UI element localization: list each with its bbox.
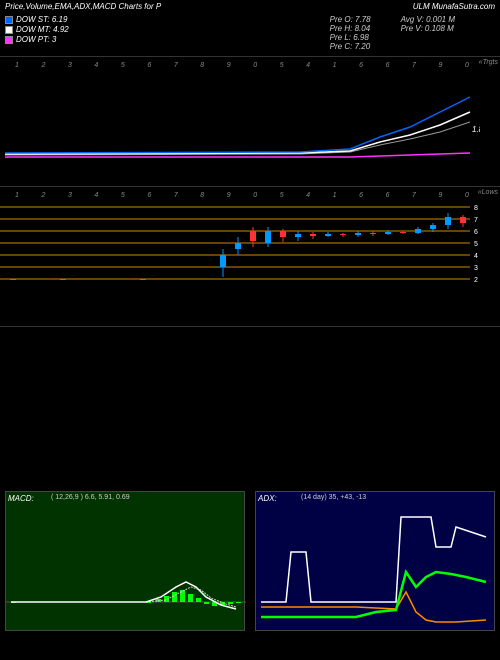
svg-text:5: 5 <box>474 241 478 248</box>
svg-text:7: 7 <box>412 192 417 199</box>
stat-value: Pre C: 7.20 <box>330 42 371 51</box>
svg-text:1: 1 <box>15 192 19 199</box>
header: Price,Volume,EMA,ADX,MACD Charts for P U… <box>0 0 500 13</box>
legend-label: DOW PT: 3 <box>16 35 56 44</box>
svg-text:5: 5 <box>121 62 125 69</box>
svg-text:1: 1 <box>333 192 337 199</box>
svg-text:5: 5 <box>280 192 284 199</box>
svg-text:8: 8 <box>200 192 204 199</box>
title-right: ULM MunafaSutra.com <box>413 2 495 11</box>
svg-text:0: 0 <box>465 192 469 199</box>
svg-text:9: 9 <box>439 62 443 69</box>
legend-stats-row: DOW ST: 6.19DOW MT: 4.92DOW PT: 3 Pre O:… <box>0 13 500 56</box>
svg-text:0: 0 <box>253 192 257 199</box>
svg-text:6: 6 <box>474 229 478 236</box>
title-left: Price,Volume,EMA,ADX,MACD Charts for P <box>5 2 161 11</box>
svg-text:9: 9 <box>227 62 231 69</box>
svg-text:5: 5 <box>280 62 284 69</box>
svg-text:8: 8 <box>474 205 478 212</box>
svg-text:6: 6 <box>147 192 151 199</box>
stats-col-1: Pre O: 7.78Pre H: 8.04Pre L: 6.98Pre C: … <box>330 15 371 51</box>
legend: DOW ST: 6.19DOW MT: 4.92DOW PT: 3 <box>5 15 125 51</box>
svg-text:1.87: 1.87 <box>472 125 480 134</box>
stat-value: Pre H: 8.04 <box>330 24 371 33</box>
svg-text:3: 3 <box>474 265 478 272</box>
svg-text:6: 6 <box>359 62 363 69</box>
svg-text:5: 5 <box>121 192 125 199</box>
panel1-label: «Trgts <box>479 59 498 66</box>
svg-text:9: 9 <box>227 192 231 199</box>
svg-text:6: 6 <box>359 192 363 199</box>
stats-col-2: Avg V: 0.001 MPre V: 0.108 M <box>401 15 455 51</box>
stat-value: Pre L: 6.98 <box>330 33 371 42</box>
panel2-label: «Lows <box>478 189 498 196</box>
svg-text:6: 6 <box>147 62 151 69</box>
price-targets-panel: «Trgts 1 2 3 4 5 6 7 8 9 0 5 4 1 6 6 7 9 0 1.87 <box>0 56 500 186</box>
legend-label: DOW MT: 4.92 <box>16 25 69 34</box>
legend-color-box <box>5 26 13 34</box>
legend-color-box <box>5 36 13 44</box>
legend-item: DOW PT: 3 <box>5 35 125 44</box>
svg-text:7: 7 <box>412 62 417 69</box>
svg-text:2: 2 <box>40 62 45 69</box>
svg-text:1: 1 <box>15 62 19 69</box>
svg-text:4: 4 <box>306 192 310 199</box>
svg-text:2: 2 <box>474 277 478 284</box>
svg-text:2: 2 <box>40 192 45 199</box>
svg-text:4: 4 <box>474 253 478 260</box>
svg-text:4: 4 <box>94 192 98 199</box>
svg-text:0: 0 <box>253 62 257 69</box>
svg-text:3: 3 <box>68 192 72 199</box>
stat-value: Avg V: 0.001 M <box>401 15 455 24</box>
svg-text:7: 7 <box>174 62 179 69</box>
bottom-indicator-panels: MACD: ( 12,26,9 ) 6.6, 5.91, 0.69 ADX: (… <box>0 486 500 636</box>
svg-text:8: 8 <box>200 62 204 69</box>
stat-value: Pre V: 0.108 M <box>401 24 455 33</box>
legend-label: DOW ST: 6.19 <box>16 15 67 24</box>
svg-text:0: 0 <box>465 62 469 69</box>
svg-text:4: 4 <box>306 62 310 69</box>
svg-text:7: 7 <box>474 217 478 224</box>
spacer-panel <box>0 326 500 486</box>
svg-text:3: 3 <box>68 62 72 69</box>
legend-color-box <box>5 16 13 24</box>
svg-text:7: 7 <box>174 192 179 199</box>
svg-text:9: 9 <box>439 192 443 199</box>
svg-text:1: 1 <box>333 62 337 69</box>
adx-panel: ADX: (14 day) 35, +43, -13 <box>255 491 495 631</box>
macd-panel: MACD: ( 12,26,9 ) 6.6, 5.91, 0.69 <box>5 491 245 631</box>
legend-item: DOW ST: 6.19 <box>5 15 125 24</box>
svg-text:6: 6 <box>386 192 390 199</box>
candlestick-panel: «Lows 1234567890541667908765432 <box>0 186 500 326</box>
stat-value: Pre O: 7.78 <box>330 15 371 24</box>
svg-text:4: 4 <box>94 62 98 69</box>
svg-text:6: 6 <box>386 62 390 69</box>
legend-item: DOW MT: 4.92 <box>5 25 125 34</box>
